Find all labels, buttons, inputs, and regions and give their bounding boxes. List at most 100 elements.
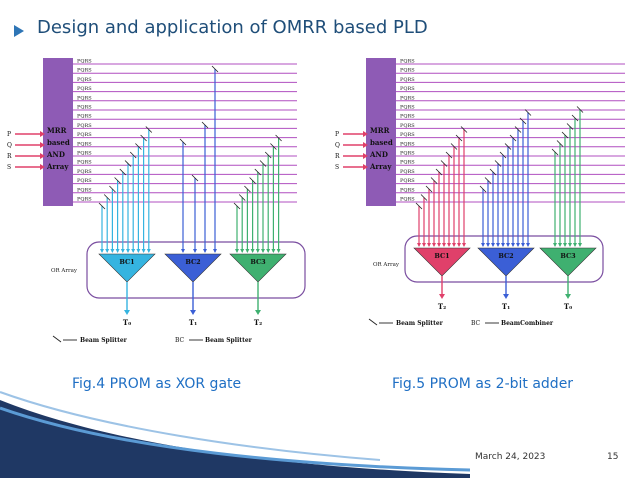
and-array-box xyxy=(366,58,396,206)
beam-arrowhead xyxy=(193,249,197,253)
beam-splitter-mark xyxy=(119,168,127,176)
beam-arrowhead xyxy=(136,249,141,253)
beam-combiner xyxy=(413,247,471,277)
beam-splitter-mark xyxy=(440,160,448,167)
beam-splitter-mark xyxy=(233,202,241,210)
and-array-label: Array xyxy=(46,162,69,171)
minterm-label: PQRS xyxy=(77,68,92,74)
beam-splitter-mark xyxy=(135,143,142,150)
beam-arrowhead xyxy=(506,243,510,247)
beam-splitter-mark xyxy=(420,194,428,201)
beam-arrowhead xyxy=(105,249,110,253)
minterm-label: PQRS xyxy=(77,169,92,175)
beam-arrowhead xyxy=(442,243,446,247)
legend-splitter-label: Beam Splitter xyxy=(396,320,444,327)
beam-splitter-mark xyxy=(254,168,262,176)
beam-arrowhead xyxy=(422,243,426,247)
minterm-label: PQRS xyxy=(400,132,415,138)
beam-arrowhead xyxy=(203,249,207,253)
minterm-label: PQRS xyxy=(77,197,92,203)
beam-splitter-mark xyxy=(103,194,111,201)
output-arrowhead xyxy=(439,294,445,299)
minterm-label: PQRS xyxy=(400,169,415,175)
or-array-box xyxy=(86,241,306,299)
beam-combiner xyxy=(98,253,156,283)
minterm-label: PQRS xyxy=(400,105,415,111)
minterm-label: PQRS xyxy=(77,178,92,184)
and-array-label: based xyxy=(370,138,393,147)
beam-arrowhead xyxy=(462,243,466,247)
input-label: R xyxy=(7,153,12,160)
beam-splitter-mark xyxy=(450,143,458,150)
beam-arrowhead xyxy=(250,249,255,253)
minterm-label: PQRS xyxy=(400,178,415,184)
output-label: T₀ xyxy=(564,302,572,311)
output-arrowhead xyxy=(255,310,261,315)
output-label: T₁ xyxy=(189,318,197,327)
output-arrowhead xyxy=(190,310,196,315)
beam-splitter-mark xyxy=(445,151,453,159)
beam-splitter-mark xyxy=(179,138,187,146)
slide-date: March 24, 2023 xyxy=(475,452,546,462)
beam-arrowhead xyxy=(521,243,525,247)
minterm-label: PQRS xyxy=(400,187,415,193)
beam-splitter-mark xyxy=(524,109,532,116)
beam-arrowhead xyxy=(271,249,276,253)
or-array-box xyxy=(404,235,604,283)
beam-arrowhead xyxy=(255,249,260,253)
beam-splitter-mark xyxy=(145,126,153,133)
beam-combiner xyxy=(539,247,597,277)
beam-splitter-mark xyxy=(430,177,438,184)
beam-arrowhead xyxy=(120,249,125,253)
decorative-swoosh xyxy=(0,391,470,478)
minterm-label: PQRS xyxy=(77,105,92,111)
beam-splitter-mark xyxy=(499,151,507,159)
input-label: S xyxy=(335,164,339,171)
beam-splitter-mark xyxy=(561,131,569,139)
beam-splitter-mark xyxy=(494,160,502,167)
minterm-label: PQRS xyxy=(77,114,92,120)
input-arrowhead xyxy=(363,153,368,159)
minterm-label: PQRS xyxy=(400,123,415,129)
title-bullet-icon xyxy=(14,25,24,37)
beam-combiner xyxy=(229,253,287,283)
beam-splitter-mark xyxy=(571,114,579,122)
caption-fig4: Fig.4 PROM as XOR gate xyxy=(72,376,242,392)
beam-arrowhead xyxy=(437,243,441,247)
beam-splitter-mark xyxy=(129,151,137,159)
beam-arrowhead xyxy=(496,243,500,247)
beam-splitter-mark xyxy=(435,168,443,176)
beam-arrowhead xyxy=(427,243,431,247)
beam-arrowhead xyxy=(563,243,567,247)
beam-arrowhead xyxy=(181,249,185,253)
input-label: Q xyxy=(335,142,340,149)
or-array-label: OR Array xyxy=(51,268,78,274)
legend-splitter-label: Beam Splitter xyxy=(80,337,128,344)
beam-arrowhead xyxy=(266,249,271,253)
beam-arrowhead xyxy=(417,243,421,247)
and-array-label: MRR xyxy=(370,126,390,135)
input-label: P xyxy=(7,131,11,138)
beam-arrowhead xyxy=(568,243,572,247)
minterm-label: PQRS xyxy=(400,68,415,74)
beam-arrowhead xyxy=(578,243,582,247)
output-arrowhead xyxy=(124,310,130,315)
beam-splitter-mark xyxy=(259,160,267,167)
beam-arrowhead xyxy=(240,249,245,253)
beam-arrowhead xyxy=(235,249,239,253)
minterm-label: PQRS xyxy=(400,86,415,92)
beam-splitter-mark xyxy=(519,117,527,125)
beam-splitter-mark xyxy=(415,202,423,210)
combiner-label: BC3 xyxy=(560,252,576,260)
input-arrowhead xyxy=(40,164,45,170)
beam-splitter-mark xyxy=(211,65,219,73)
slide-title: Design and application of OMRR based PLD xyxy=(37,17,428,38)
input-arrowhead xyxy=(40,153,45,159)
beam-splitter-mark xyxy=(455,134,463,142)
beam-arrowhead xyxy=(553,243,557,247)
beam-splitter-mark xyxy=(504,143,512,150)
input-arrowhead xyxy=(363,164,368,170)
input-label: R xyxy=(335,153,340,160)
input-arrowhead xyxy=(40,131,45,137)
beam-arrowhead xyxy=(146,249,151,253)
